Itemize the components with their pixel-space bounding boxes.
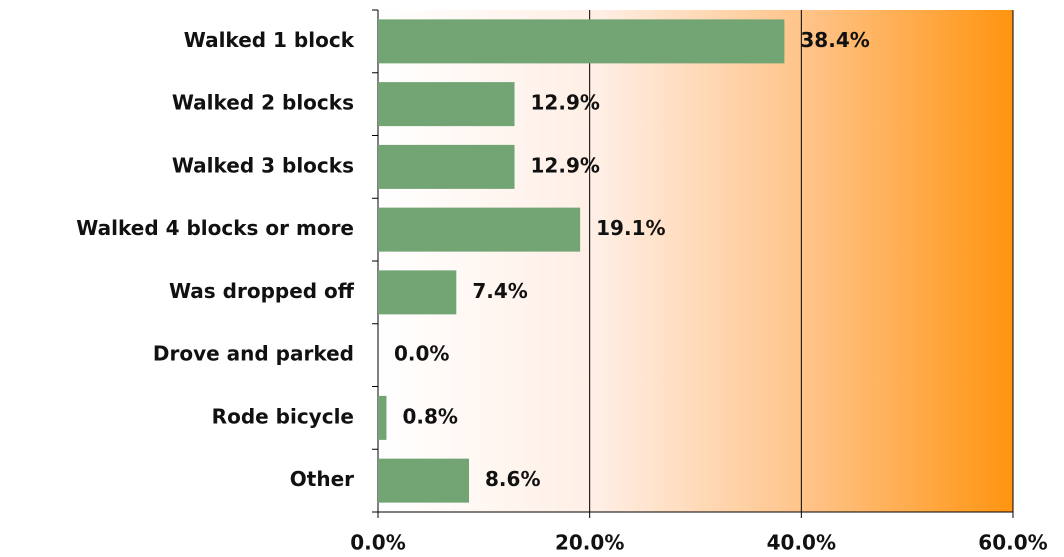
y-tick-label: Was dropped off — [169, 279, 355, 303]
y-tick-label: Walked 4 blocks or more — [76, 216, 354, 240]
y-tick-label: Other — [290, 467, 354, 491]
y-tick-label: Rode bicycle — [212, 404, 354, 428]
value-label: 7.4% — [472, 279, 527, 303]
bar — [378, 458, 470, 503]
y-tick-label: Drove and parked — [153, 342, 354, 366]
y-tick-label: Walked 3 blocks — [172, 153, 354, 177]
bar — [378, 19, 785, 64]
bar — [378, 395, 387, 440]
x-tick-label: 0.0% — [350, 531, 405, 555]
value-label: 0.0% — [394, 342, 449, 366]
y-tick-label: Walked 2 blocks — [172, 91, 354, 115]
value-label: 0.8% — [402, 404, 457, 428]
value-label: 38.4% — [800, 28, 869, 52]
bar — [378, 82, 515, 127]
bar — [378, 270, 457, 315]
value-label: 12.9% — [531, 91, 600, 115]
value-label: 8.6% — [485, 467, 540, 491]
x-tick-label: 40.0% — [767, 531, 836, 555]
bar — [378, 207, 581, 252]
value-label: 12.9% — [531, 153, 600, 177]
y-tick-label: Walked 1 block — [184, 28, 355, 52]
x-tick-label: 20.0% — [555, 531, 624, 555]
x-tick-label: 60.0% — [978, 531, 1047, 555]
value-label: 19.1% — [596, 216, 665, 240]
bar — [378, 144, 515, 189]
